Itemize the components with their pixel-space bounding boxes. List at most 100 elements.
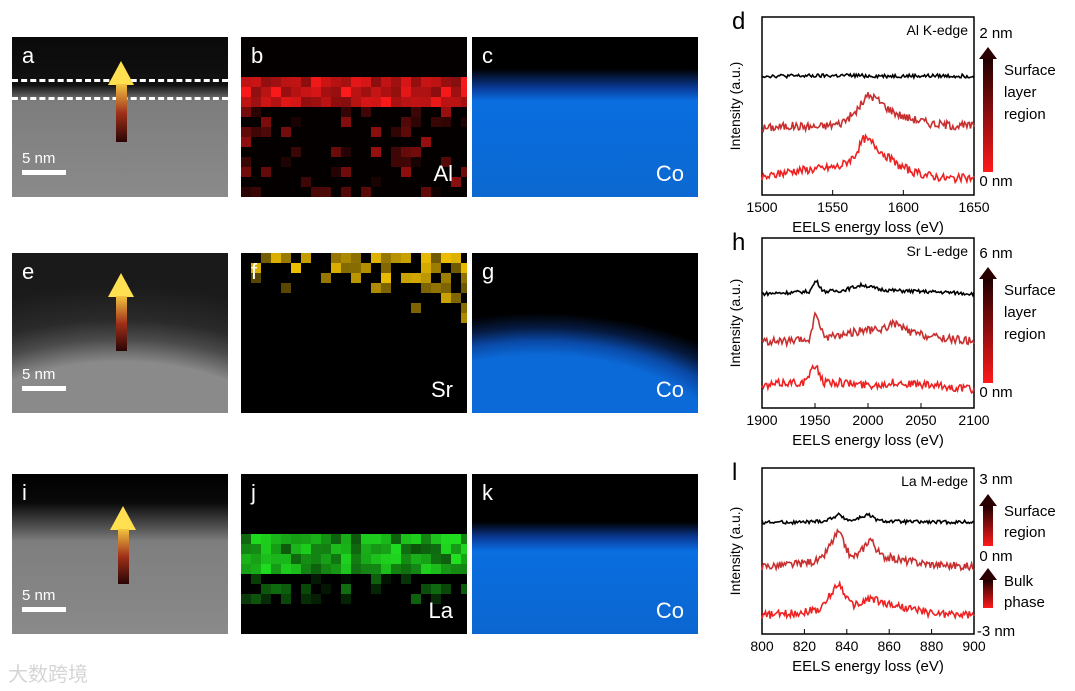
haadf-image-a: a 5 nm <box>12 37 228 197</box>
la-map-pixels <box>241 474 467 634</box>
map-pixel <box>301 77 311 87</box>
colorbar-bar <box>983 59 993 172</box>
map-pixel <box>321 564 331 574</box>
spectrum-line <box>761 579 975 621</box>
map-pixel <box>421 554 431 564</box>
map-pixel <box>301 97 311 107</box>
map-pixel <box>331 564 341 574</box>
colorbar-text: Bulk <box>1004 573 1034 590</box>
colorbar-bar <box>983 580 993 608</box>
map-pixel <box>301 534 311 544</box>
map-pixel <box>361 107 371 117</box>
map-pixel <box>261 564 271 574</box>
map-pixel <box>451 544 461 554</box>
map-pixel <box>431 534 441 544</box>
map-pixel <box>411 594 421 604</box>
eds-map-la: j La <box>241 474 467 634</box>
map-pixel <box>291 117 301 127</box>
map-pixel <box>431 283 441 293</box>
eds-map-co-c: c Co <box>472 37 698 197</box>
map-pixel <box>441 97 451 107</box>
map-pixel <box>381 574 391 584</box>
map-pixel <box>321 584 331 594</box>
map-pixel <box>451 564 461 574</box>
map-pixel <box>421 273 431 283</box>
map-pixel <box>451 263 461 273</box>
map-pixel <box>281 584 291 594</box>
x-tick-label: 1900 <box>746 412 777 428</box>
map-pixel <box>381 87 391 97</box>
map-pixel <box>441 77 451 87</box>
panel-label: h <box>732 229 745 256</box>
map-pixel <box>321 97 331 107</box>
map-pixel <box>461 263 467 273</box>
map-pixel <box>361 544 371 554</box>
map-pixel <box>261 167 271 177</box>
map-pixel <box>331 544 341 554</box>
map-pixel <box>451 177 461 187</box>
map-pixel <box>341 564 351 574</box>
map-pixel <box>391 87 401 97</box>
map-pixel <box>311 554 321 564</box>
arrow-up-icon <box>108 273 134 297</box>
colorbar-text: region <box>1004 106 1046 123</box>
map-pixel <box>401 554 411 564</box>
map-pixel <box>461 283 467 293</box>
map-pixel <box>381 534 391 544</box>
map-pixel <box>341 554 351 564</box>
map-pixel <box>441 107 451 117</box>
map-pixel <box>381 97 391 107</box>
map-pixel <box>301 253 311 263</box>
colorbar-bottom-label: 0 nm <box>979 173 1012 190</box>
map-pixel <box>441 534 451 544</box>
map-pixel <box>411 544 421 554</box>
map-pixel <box>461 77 467 87</box>
map-pixel <box>401 117 411 127</box>
map-pixel <box>341 584 351 594</box>
map-pixel <box>281 157 291 167</box>
map-pixel <box>421 283 431 293</box>
y-axis-label: Intensity (a.u.) <box>727 62 743 151</box>
map-pixel <box>371 584 381 594</box>
map-pixel <box>241 554 251 564</box>
map-pixel <box>461 303 467 313</box>
map-pixel <box>431 263 441 273</box>
map-pixel <box>371 127 381 137</box>
panel-label: d <box>732 8 745 35</box>
map-pixel <box>341 107 351 117</box>
map-pixel <box>441 584 451 594</box>
map-pixel <box>441 273 451 283</box>
x-tick-label: 880 <box>920 638 944 654</box>
map-pixel <box>291 554 301 564</box>
map-pixel <box>361 564 371 574</box>
haadf-image-e: e 5 nm <box>12 253 228 413</box>
map-pixel <box>391 544 401 554</box>
map-pixel <box>331 534 341 544</box>
map-pixel <box>411 303 421 313</box>
map-pixel <box>391 97 401 107</box>
map-pixel <box>271 554 281 564</box>
spectrum-line <box>761 133 975 185</box>
x-tick-label: 820 <box>793 638 817 654</box>
map-pixel <box>381 283 391 293</box>
map-pixel <box>371 177 381 187</box>
map-pixel <box>391 147 401 157</box>
map-pixel <box>281 283 291 293</box>
map-pixel <box>241 187 251 197</box>
map-pixel <box>371 574 381 584</box>
map-pixel <box>351 263 361 273</box>
map-pixel <box>401 147 411 157</box>
map-pixel <box>361 187 371 197</box>
map-pixel <box>421 187 431 197</box>
map-pixel <box>461 97 467 107</box>
map-pixel <box>241 107 251 117</box>
map-pixel <box>461 554 467 564</box>
map-pixel <box>461 167 467 177</box>
map-pixel <box>321 187 331 197</box>
map-pixel <box>461 534 467 544</box>
map-pixel <box>261 117 271 127</box>
map-pixel <box>431 564 441 574</box>
colorbar-top-label: 6 nm <box>979 245 1012 262</box>
map-pixel <box>261 544 271 554</box>
map-pixel <box>361 77 371 87</box>
